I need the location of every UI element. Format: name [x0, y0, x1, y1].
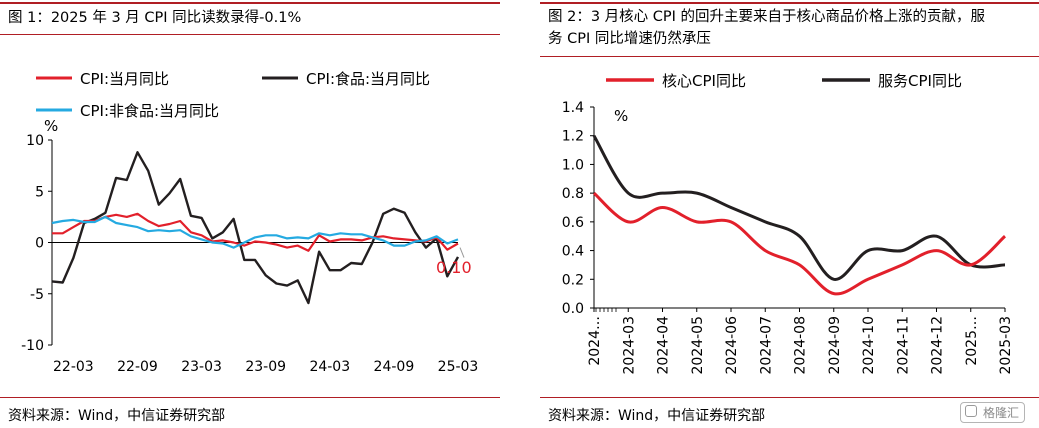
core-cpi-line-chart: 核心CPI同比 服务CPI同比%1.41.21.00.80.60.40.20.02… [562, 72, 1014, 375]
y-tick-label-2: 1.0 [562, 157, 584, 173]
x-tick-label-22-03: 22-03 [53, 359, 94, 375]
watermark-logo-icon [965, 405, 977, 417]
top-rule [0, 2, 500, 4]
y-tick-label-7: 0.0 [562, 301, 584, 317]
source-note: 资料来源：Wind，中信证券研究部 [8, 408, 226, 424]
x-tick-label-25-03: 25-03 [438, 359, 479, 375]
x-tick-label-2024: 2024… [587, 316, 603, 366]
x-tick-label-23-09: 23-09 [245, 359, 286, 375]
x-tick-label-24-09: 24-09 [374, 359, 415, 375]
x-tick-label-2024-06: 2024-06 [724, 316, 740, 375]
y-axis-unit: % [614, 107, 628, 125]
x-tick-label-22-09: 22-09 [117, 359, 158, 375]
x-tick-label-2025: 2025… [964, 316, 980, 366]
chart-panel-cpi: 图 1：2025 年 3 月 CPI 同比读数录得-0.1% CPI:当月同比 C… [0, 0, 500, 428]
series-line-1 [592, 191, 1007, 296]
x-tick-label-2024-12: 2024-12 [930, 316, 946, 375]
chart-panel-core-cpi: 图 2：3 月核心 CPI 的回升主要来自于核心商品价格上涨的贡献，服 务 CP… [540, 0, 1039, 428]
x-tick-label-2024-09: 2024-09 [827, 316, 843, 375]
chart-title-line-2: 务 CPI 同比增速仍然承压 [548, 31, 711, 47]
y-tick-label-3: -5 [30, 287, 44, 303]
y-tick-label-1: 1.2 [562, 129, 584, 145]
series-line-1 [52, 212, 459, 252]
chart-title-line-1: 图 2：3 月核心 CPI 的回升主要来自于核心商品价格上涨的贡献，服 [548, 9, 986, 25]
series-line-2 [51, 151, 460, 305]
source-note: 资料来源：Wind，中信证券研究部 [548, 408, 766, 424]
y-tick-label-4: 0.6 [562, 215, 584, 231]
cpi-line-chart: CPI:当月同比 CPI:食品:当月同比 CPI:非食品:当月同比%10 5 0 -5 -1… [21, 70, 479, 375]
y-tick-label-0: 10 [26, 133, 44, 149]
series-line-2 [592, 134, 1006, 281]
chart-title: 图 2：3 月核心 CPI 的回升主要来自于核心商品价格上涨的贡献，服 务 CP… [548, 6, 985, 50]
annotation-label: 0.10 [436, 258, 472, 277]
x-tick-label-2024-10: 2024-10 [861, 316, 877, 375]
legend-label-2: CPI:食品:当月同比 [306, 70, 430, 88]
x-tick-label-24-03: 24-03 [309, 359, 350, 375]
y-tick-label-5: 0.4 [562, 244, 584, 260]
legend-label-3: CPI:非食品:当月同比 [80, 102, 219, 120]
x-tick-label-2024-04: 2024-04 [656, 316, 672, 375]
legend-label-1: CPI:当月同比 [80, 70, 169, 88]
bottom-rule [540, 397, 1039, 398]
legend-label-2: 服务CPI同比 [878, 72, 962, 90]
watermark-text: 格隆汇 [983, 406, 1020, 420]
y-tick-label-0: 1.4 [562, 100, 584, 116]
y-axis-unit: % [44, 117, 58, 135]
watermark: 格隆汇 [960, 402, 1026, 423]
x-tick-label-2024-05: 2024-05 [690, 316, 706, 375]
x-tick-label-23-03: 23-03 [181, 359, 222, 375]
series-line-3 [51, 215, 459, 249]
y-tick-label-2: 0 [35, 236, 44, 252]
legend-label-1: 核心CPI同比 [662, 72, 746, 90]
bottom-rule [0, 397, 500, 398]
chart-title: 图 1：2025 年 3 月 CPI 同比读数录得-0.1% [8, 10, 302, 26]
x-tick-label-2024-07: 2024-07 [758, 316, 774, 375]
title-rule [540, 56, 1039, 57]
y-tick-label-1: 5 [35, 184, 44, 200]
annotation-leader [459, 247, 465, 258]
x-tick-label-2025-03: 2025-03 [998, 316, 1014, 375]
y-tick-label-6: 0.2 [562, 272, 584, 288]
x-tick-label-2024-03: 2024-03 [621, 316, 637, 375]
x-tick-label-2024-11: 2024-11 [895, 316, 911, 375]
y-tick-label-4: -10 [21, 338, 44, 354]
title-rule [0, 34, 500, 35]
top-rule [540, 2, 1039, 4]
x-tick-label-2024-08: 2024-08 [793, 316, 809, 375]
y-tick-label-3: 0.8 [562, 186, 584, 202]
